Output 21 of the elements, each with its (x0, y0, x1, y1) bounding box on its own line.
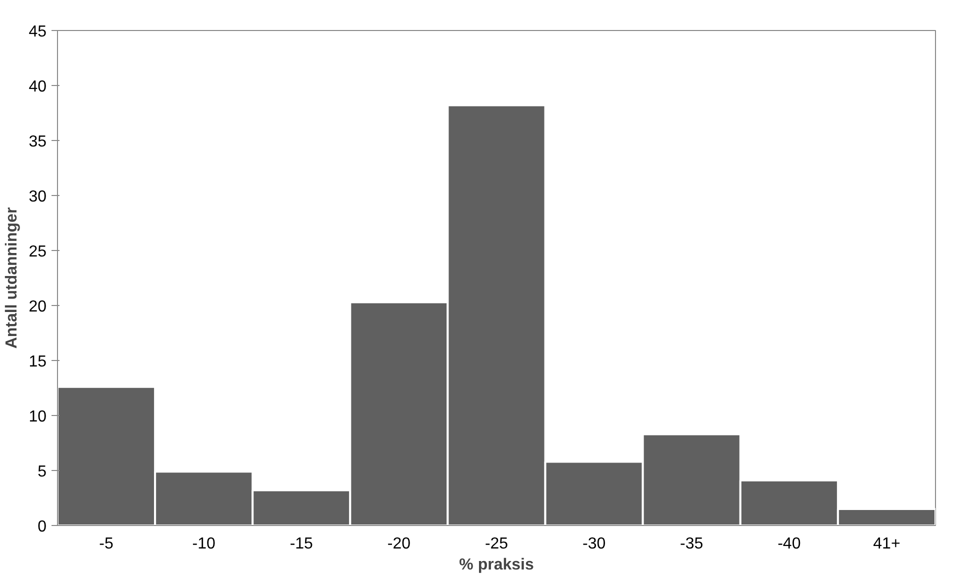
x-tick-label: -25 (484, 536, 508, 552)
x-tick-label: -30 (582, 536, 606, 552)
x-tick-label: -10 (192, 536, 216, 552)
x-tick-label: -40 (778, 536, 801, 552)
x-tick-label: -5 (99, 536, 114, 552)
y-tick-label: 20 (28, 298, 47, 316)
x-tick-label: -20 (387, 536, 411, 552)
x-tick-label: -15 (290, 536, 314, 552)
y-tick-label: 10 (28, 408, 47, 426)
y-axis-title: Antall utdanninger (4, 207, 21, 349)
x-tick-label: 41+ (873, 536, 900, 552)
y-tick-label: 25 (28, 244, 47, 260)
y-tick-label: 45 (28, 24, 47, 40)
y-tick-label: 40 (28, 78, 47, 96)
y-tick-label: 30 (28, 188, 47, 206)
y-tick-label: 5 (38, 464, 47, 480)
y-tick-label: 0 (38, 518, 47, 536)
x-axis-title: % praksis (459, 556, 534, 574)
y-tick-label: 15 (28, 354, 47, 370)
y-tick-label: 35 (28, 134, 47, 150)
x-tick-label: -35 (680, 536, 704, 552)
